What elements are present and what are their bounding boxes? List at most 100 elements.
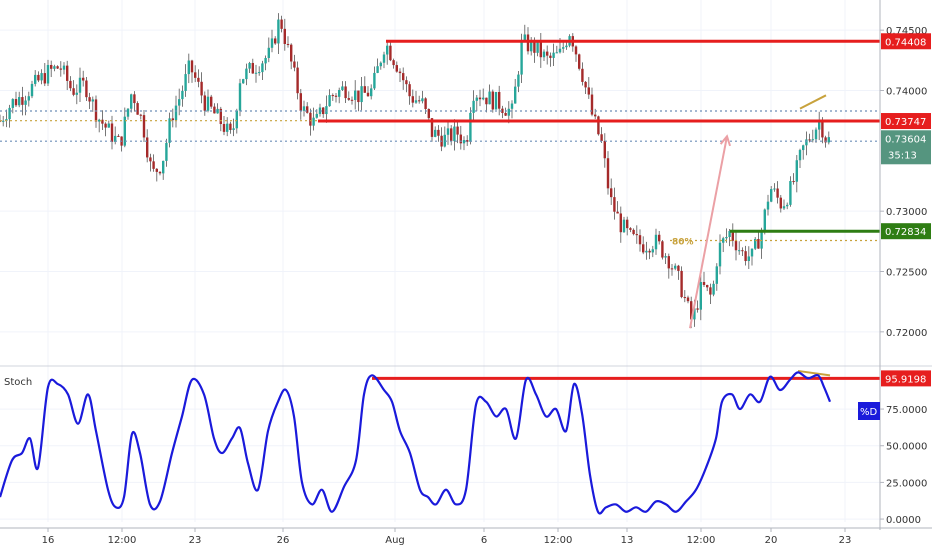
stoch-divergence-line: [797, 369, 831, 377]
candle-body-7: [21, 97, 24, 105]
stoch-tick-label-1: 25.0000: [886, 478, 927, 489]
candle-body-89: [283, 28, 286, 44]
candle-body-52: [165, 142, 168, 161]
candle-body-168: [536, 41, 539, 53]
stoch-d-label-text: %D: [860, 407, 878, 418]
candle-body-12: [37, 74, 40, 81]
candle-body-246: [786, 204, 789, 207]
candle-body-10: [30, 83, 34, 97]
time-tick-label-4: Aug: [385, 535, 405, 546]
candle-body-97: [309, 112, 312, 126]
candle-body-69: [219, 108, 222, 125]
candle-body-68: [216, 108, 219, 114]
stoch-tick-label-2: 50.0000: [886, 442, 927, 453]
candle-body-128: [408, 84, 411, 97]
candle-body-190: [606, 158, 610, 189]
candle-body-31: [98, 119, 101, 122]
candle-body-15: [46, 64, 50, 84]
candle-body-4: [11, 99, 14, 108]
grid: [0, 0, 880, 522]
candle-body-11: [34, 74, 37, 84]
candle-body-44: [139, 114, 142, 116]
candle-body-64: [203, 95, 206, 111]
candle-body-121: [386, 45, 389, 55]
candle-body-149: [475, 97, 478, 101]
candle-body-14: [43, 73, 46, 84]
stoch-resistance-axis-tag-bg: [881, 370, 931, 387]
candle-body-79: [251, 62, 254, 74]
candle-body-70: [222, 124, 226, 132]
candle-body-23: [72, 88, 75, 95]
time-tick-label-0: 16: [42, 535, 55, 546]
candle-body-41: [130, 94, 133, 109]
candle-body-72: [229, 123, 232, 130]
candle-body-81: [258, 72, 261, 74]
candle-body-123: [392, 60, 395, 66]
candle-body-49: [155, 168, 158, 172]
candle-body-18: [56, 66, 59, 69]
candle-body-228: [728, 230, 731, 238]
candle-body-22: [69, 80, 72, 89]
candle-body-43: [136, 103, 139, 115]
candle-body-26: [82, 77, 85, 81]
candle-body-127: [405, 80, 408, 85]
time-tick-label-6: 12:00: [544, 535, 573, 546]
candle-body-152: [485, 97, 488, 105]
candle-body-159: [507, 108, 510, 116]
candle-body-93: [296, 67, 299, 94]
candle-body-213: [680, 270, 683, 298]
candle-body-249: [795, 160, 798, 182]
candle-body-211: [674, 265, 677, 269]
resistance-mid-axis-tag-text: 0.73747: [885, 117, 926, 128]
candle-body-214: [683, 297, 686, 299]
candle-body-131: [418, 100, 421, 102]
candle-body-161: [514, 86, 517, 104]
candle-body-95: [302, 106, 306, 111]
candle-body-194: [619, 213, 622, 233]
candle-body-169: [539, 41, 542, 58]
candle-body-119: [379, 62, 382, 67]
candle-body-60: [190, 60, 194, 73]
price-tick-label-2: 0.73000: [886, 207, 927, 218]
candle-body-216: [690, 301, 693, 320]
candle-body-47: [149, 157, 152, 162]
resistance-mid-axis-tag-bg: [881, 113, 931, 130]
candle-body-209: [667, 256, 670, 269]
candle-body-258: [824, 137, 827, 143]
candle-body-28: [88, 97, 91, 102]
candle-body-253: [808, 139, 811, 141]
candle-body-205: [654, 234, 658, 250]
candle-body-206: [658, 234, 661, 242]
candle-body-158: [504, 112, 507, 116]
candle-body-235: [750, 248, 754, 257]
candle-body-250: [798, 150, 802, 161]
candle-body-42: [133, 94, 136, 104]
candle-body-24: [75, 92, 78, 95]
candle-body-51: [162, 160, 165, 174]
candle-body-67: [213, 106, 216, 114]
candle-body-53: [168, 118, 171, 143]
candle-body-125: [398, 71, 402, 74]
candle-body-248: [792, 181, 795, 183]
current-price-tag-text: 0.73604: [885, 134, 926, 145]
candle-body-102: [325, 106, 328, 115]
candle-body-106: [338, 90, 341, 97]
candle-body-122: [389, 45, 392, 61]
candle-body-170: [542, 51, 546, 58]
candle-body-203: [648, 250, 651, 253]
time-tick-label-2: 23: [189, 535, 202, 546]
candle-body-233: [744, 251, 747, 262]
candle-body-180: [574, 46, 578, 55]
candle-body-117: [373, 72, 376, 89]
candle-body-76: [242, 79, 245, 84]
candle-body-251: [802, 145, 805, 151]
candle-body-82: [261, 63, 264, 73]
candle-body-9: [27, 96, 30, 101]
candle-body-75: [238, 83, 242, 111]
candle-body-166: [530, 40, 533, 52]
candle-body-50: [158, 171, 162, 174]
candle-body-83: [264, 57, 267, 64]
